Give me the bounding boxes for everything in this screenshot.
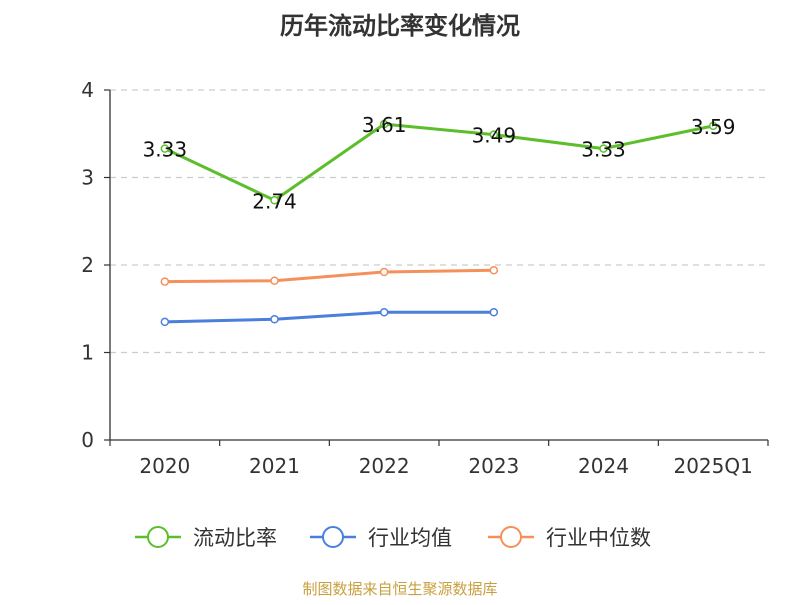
x-tick-label: 2021: [249, 454, 300, 478]
data-point: [379, 267, 389, 277]
data-point: [270, 196, 279, 205]
data-label: 3.49: [472, 124, 517, 148]
data-point: [270, 276, 279, 285]
legend-swatch-marker: [500, 526, 522, 548]
x-tick-label: 2024: [578, 454, 629, 478]
x-tick-label: 2020: [139, 454, 190, 478]
data-label: 3.33: [581, 138, 626, 162]
data-label: 2.74: [252, 189, 297, 213]
data-point: [379, 308, 389, 317]
data-point: [160, 144, 170, 153]
x-tick-label: 2022: [359, 454, 410, 478]
legend-swatch-marker: [147, 526, 169, 548]
legend-label: 行业均值: [368, 526, 452, 550]
y-tick-label: 2: [81, 253, 94, 277]
y-tick-label: 3: [81, 166, 94, 190]
y-tick-label: 1: [81, 341, 94, 365]
legend-swatch-marker: [322, 526, 344, 548]
series-line-2: [164, 268, 494, 284]
data-point: [379, 119, 389, 129]
data-point: [708, 121, 718, 131]
data-point: [489, 130, 499, 139]
data-point: [160, 317, 170, 327]
x-tick-label: 2025Q1: [673, 454, 752, 478]
legend-label: 行业中位数: [546, 526, 651, 550]
data-point: [489, 308, 499, 317]
x-tick-label: 2023: [468, 454, 519, 478]
chart-title: 历年流动比率变化情况: [280, 12, 520, 40]
data-label: 3.33: [143, 138, 188, 162]
legend-label: 流动比率: [193, 526, 277, 550]
source-note: 制图数据来自恒生聚源数据库: [302, 580, 498, 598]
y-tick-label: 4: [81, 78, 94, 102]
data-point: [270, 315, 279, 324]
data-label: 3.59: [691, 115, 736, 139]
series-line-1: [164, 310, 494, 324]
y-tick-label: 0: [81, 428, 94, 452]
series-line-0: [164, 122, 714, 202]
data-point: [599, 144, 608, 153]
data-point: [160, 277, 170, 286]
data-label: 3.61: [362, 113, 407, 137]
data-point: [489, 266, 499, 275]
